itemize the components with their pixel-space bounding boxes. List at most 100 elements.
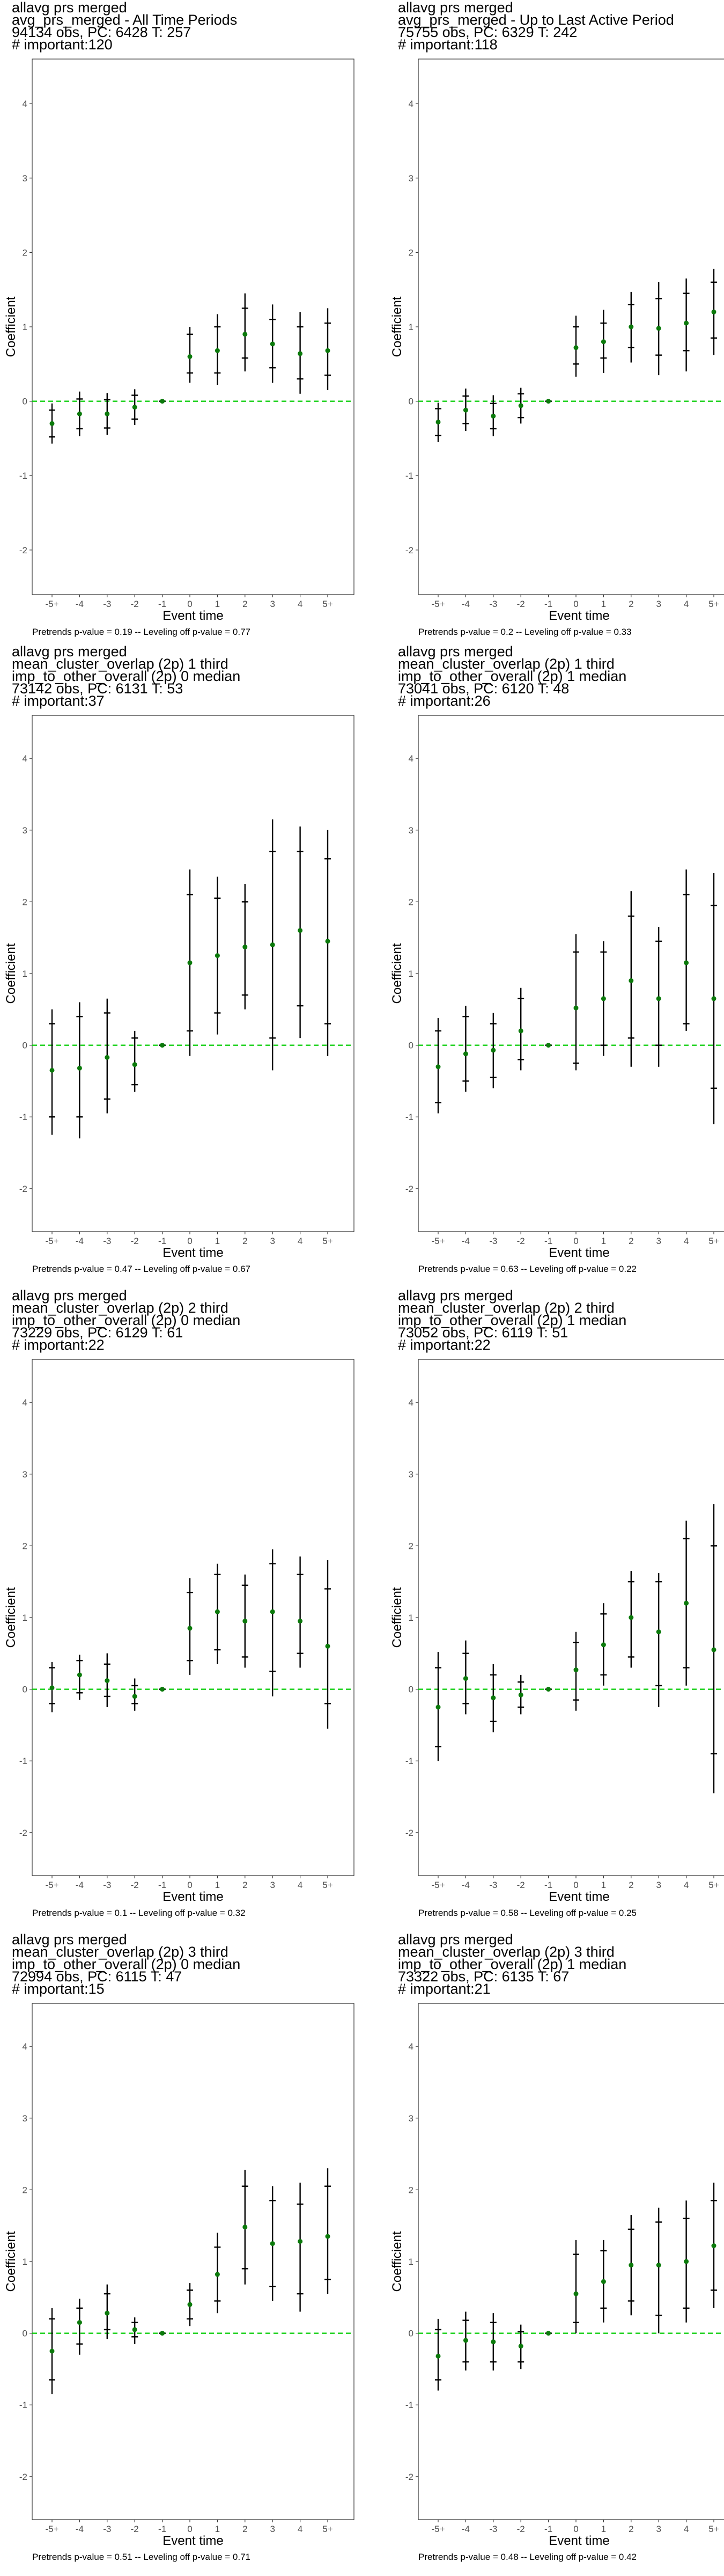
x-tick-label: 0: [187, 2524, 192, 2534]
coefficient-point: [518, 2344, 523, 2349]
x-tick-label: -1: [158, 2524, 166, 2534]
y-tick-label: 3: [23, 825, 27, 836]
coefficient-point: [684, 2259, 689, 2264]
x-tick-label: 4: [298, 1236, 302, 1246]
coefficient-point: [215, 953, 220, 958]
y-tick-label: 3: [409, 173, 413, 184]
chart-title-line: mean_cluster_overlap (2p) 3 third: [398, 1944, 615, 1960]
x-tick-label: 0: [187, 599, 192, 609]
x-tick-label: -4: [462, 1236, 470, 1246]
chart-title-line: # important:120: [12, 36, 113, 53]
chart-title-line: allavg prs merged: [12, 1931, 127, 1948]
coefficient-point: [656, 2263, 661, 2268]
chart-title-line: allavg prs merged: [398, 0, 513, 16]
x-tick-label: -5+: [431, 1236, 445, 1246]
y-tick-label: 4: [23, 99, 27, 109]
x-tick-label: -5+: [431, 2524, 445, 2534]
y-tick-label: -2: [405, 1184, 413, 1194]
x-tick-label: 3: [270, 599, 275, 609]
chart-title-line: # important:37: [12, 693, 105, 709]
x-tick-label: 1: [215, 2524, 220, 2534]
x-tick-label: -1: [544, 1880, 552, 1890]
x-tick-label: -4: [462, 1880, 470, 1890]
y-tick-label: 4: [409, 99, 413, 109]
coefficient-point: [491, 2339, 496, 2345]
y-tick-label: 0: [409, 1685, 413, 1695]
coefficient-point: [546, 2331, 551, 2336]
y-tick-label: 0: [409, 2329, 413, 2339]
y-axis-title: Coefficient: [4, 1587, 18, 1648]
coefficient-point: [601, 339, 606, 345]
chart-title-line: 72994 obs, PC: 6115 T: 47: [12, 1968, 182, 1985]
chart-title-line: allavg prs merged: [398, 1931, 513, 1948]
y-tick-label: -2: [19, 1828, 27, 1838]
y-tick-label: 2: [409, 897, 413, 907]
coefficient-point: [160, 1687, 165, 1692]
x-tick-label: 3: [270, 1236, 275, 1246]
coefficient-point: [298, 351, 303, 356]
coefficient-point: [491, 1695, 496, 1701]
x-tick-label: -2: [517, 2524, 525, 2534]
y-tick-label: 1: [23, 322, 27, 332]
x-tick-label: 5+: [322, 1880, 333, 1890]
x-tick-label: 0: [573, 1880, 578, 1890]
chart-title-line: mean_cluster_overlap (2p) 3 third: [12, 1944, 228, 1960]
coefficient-point: [435, 1064, 441, 1070]
x-tick-label: -3: [103, 1236, 111, 1246]
plot-panel: [418, 2003, 724, 2520]
x-tick-label: 2: [629, 1236, 633, 1246]
coefficient-point: [77, 2320, 82, 2325]
coefficient-point: [325, 939, 330, 944]
x-tick-label: 5+: [708, 599, 719, 609]
y-tick-label: 2: [409, 247, 413, 258]
x-tick-label: -2: [517, 1880, 525, 1890]
p-value-caption: Pretrends p-value = 0.47 -- Leveling off…: [32, 1264, 250, 1274]
coefficient-point: [215, 348, 220, 353]
x-tick-label: -2: [517, 599, 525, 609]
x-tick-label: -1: [158, 1880, 166, 1890]
y-tick-label: 0: [23, 1041, 27, 1051]
chart-title-line: # important:22: [12, 1337, 105, 1353]
coefficient-point: [49, 2348, 55, 2354]
y-tick-label: 1: [409, 2257, 413, 2267]
coefficient-point: [105, 1678, 110, 1684]
y-tick-label: 1: [23, 2257, 27, 2267]
chart-title-line: 73142 obs, PC: 6131 T: 53: [12, 680, 183, 697]
x-tick-label: 2: [629, 1880, 633, 1890]
coefficient-point: [656, 326, 661, 331]
coefficient-point: [491, 1048, 496, 1053]
x-axis-title: Event time: [162, 1890, 223, 1904]
x-axis-title: Event time: [162, 2534, 223, 2548]
y-tick-label: -2: [19, 1184, 27, 1194]
x-tick-label: 1: [601, 599, 606, 609]
chart-title-line: mean_cluster_overlap (2p) 1 third: [12, 656, 228, 672]
coefficient-point: [629, 2263, 634, 2268]
coefficient-point: [77, 1672, 82, 1678]
coefficient-point: [463, 1051, 468, 1057]
y-axis-title: Coefficient: [390, 943, 404, 1004]
y-axis-title: Coefficient: [390, 2231, 404, 2292]
x-tick-label: -5+: [45, 2524, 58, 2534]
x-tick-label: 4: [298, 599, 302, 609]
coefficient-point: [49, 1067, 55, 1073]
y-axis-title: Coefficient: [4, 943, 18, 1004]
x-axis-title: Event time: [549, 1890, 609, 1904]
x-tick-label: 0: [573, 1236, 578, 1246]
x-tick-label: -3: [489, 599, 497, 609]
x-tick-label: -1: [544, 599, 552, 609]
x-tick-label: -4: [76, 2524, 84, 2534]
plot-panel: [418, 1359, 724, 1876]
y-tick-label: -2: [405, 545, 413, 555]
chart-title-line: # important:15: [12, 1981, 105, 1997]
x-tick-label: -4: [462, 599, 470, 609]
x-tick-label: -3: [489, 1236, 497, 1246]
y-tick-label: 0: [23, 397, 27, 407]
x-tick-label: 4: [684, 599, 689, 609]
y-axis-title: Coefficient: [390, 1587, 404, 1648]
y-tick-label: 2: [409, 1541, 413, 1551]
coefficient-point: [160, 1043, 165, 1048]
coefficient-point: [491, 413, 496, 419]
